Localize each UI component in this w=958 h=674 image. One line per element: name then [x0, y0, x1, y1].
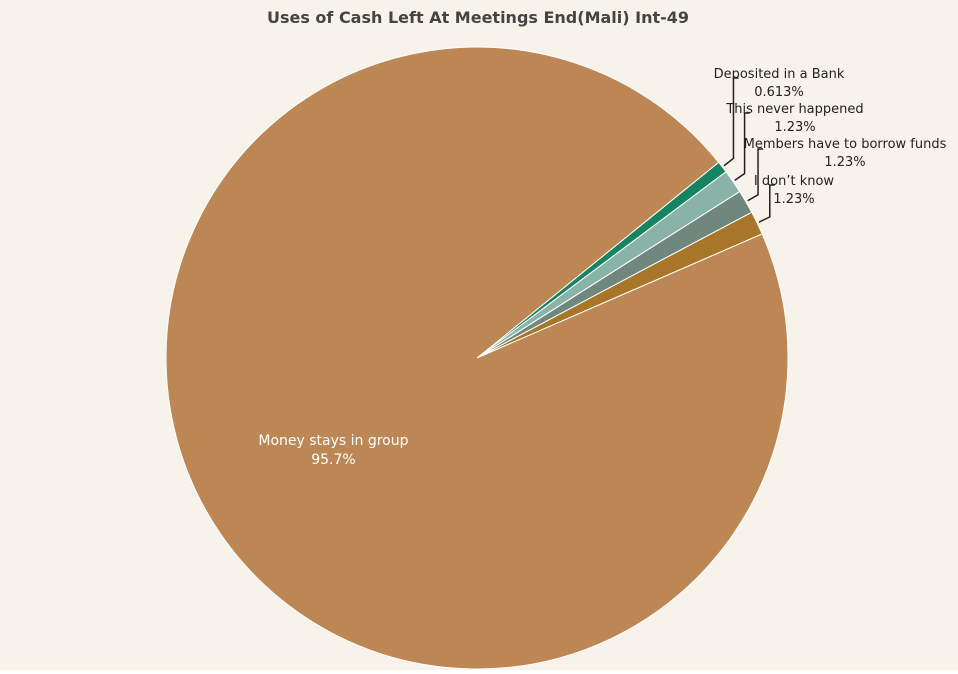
- slice-label-members-have-to-borrow-funds: Members have to borrow funds: [744, 137, 947, 152]
- slice-value-i-don-t-know: 1.23%: [773, 192, 814, 207]
- pie-slice-money-stays-in-group: [165, 46, 789, 670]
- slice-label-this-never-happened: This never happened: [725, 102, 863, 117]
- slice-label-deposited-in-a-bank: Deposited in a Bank: [714, 67, 845, 82]
- slice-label-i-don-t-know: I don’t know: [754, 174, 834, 189]
- slice-label-money-stays-in-group: Money stays in group: [258, 433, 408, 449]
- label-leaders: [723, 77, 775, 223]
- slice-value-deposited-in-a-bank: 0.613%: [754, 85, 804, 100]
- leader-line-deposited-in-a-bank: [723, 77, 739, 167]
- leader-line-members-have-to-borrow-funds: [747, 148, 764, 202]
- slice-labels: Deposited in a Bank 0.613% This never happ…: [258, 67, 946, 468]
- slice-value-money-stays-in-group: 95.7%: [311, 452, 355, 468]
- chart-title: Uses of Cash Left At Meetings End(Mali) …: [267, 8, 689, 27]
- leader-line-this-never-happened: [734, 112, 750, 181]
- pie-slices: [165, 46, 789, 670]
- slice-value-this-never-happened: 1.23%: [774, 120, 815, 135]
- slice-value-members-have-to-borrow-funds: 1.23%: [824, 155, 865, 170]
- leader-line-i-don-t-know: [758, 184, 775, 223]
